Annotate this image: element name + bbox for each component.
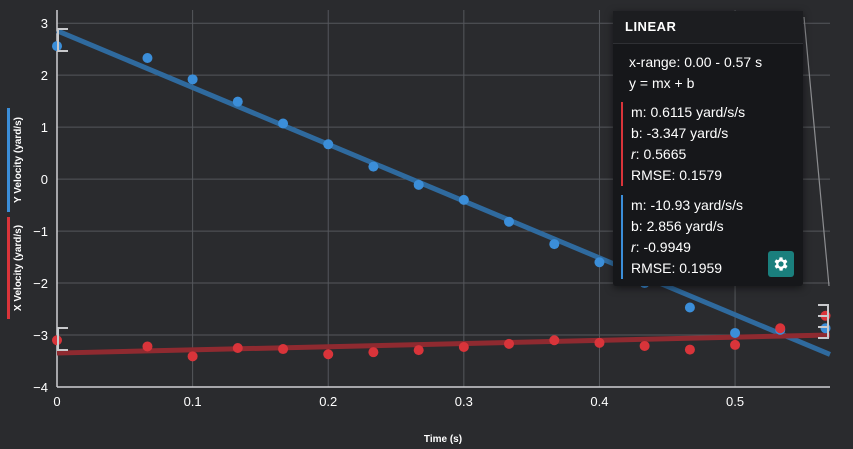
y-tick-label: 3 (41, 16, 48, 31)
data-point (820, 323, 831, 334)
x-tick-label: 0.3 (455, 394, 473, 409)
data-point (730, 327, 741, 338)
fit-equation: y = mx + b (629, 75, 695, 91)
y-tick-label: 2 (41, 68, 48, 83)
fit-block-x-velocity: m: 0.6115 yard/s/s b: -3.347 yard/s r: 0… (621, 102, 745, 186)
fit-slope: m: -10.93 yard/s/s (631, 197, 744, 213)
y-tick-label: −4 (33, 380, 48, 395)
tick-labels: 0 0.1 0.2 0.3 0.4 0.5 3 2 1 0 −1 −2 −3 −4 (33, 16, 744, 409)
data-point (549, 239, 560, 250)
fit-x-range: x-range: 0.00 - 0.57 s (629, 54, 763, 70)
data-point (368, 161, 379, 172)
y-tick-label: −1 (33, 224, 48, 239)
y-axis-title-y-velocity: Y Velocity (yard/s) (13, 117, 24, 203)
data-point (594, 257, 605, 268)
data-point (504, 216, 515, 227)
data-point (232, 96, 243, 107)
r-symbol: r (631, 239, 636, 255)
range-handle-left-top[interactable] (57, 28, 68, 52)
range-handle-right-bottom[interactable] (818, 315, 829, 339)
gear-icon (774, 257, 788, 271)
r-value: : -0.9949 (635, 239, 691, 255)
fit-line (56, 332, 831, 356)
fit-rmse: RMSE: 0.1579 (631, 167, 723, 183)
linear-fit-panel: LINEAR x-range: 0.00 - 0.57 s y = mx + b… (613, 11, 803, 286)
x-tick-label: 0.2 (319, 394, 337, 409)
y-velocity-legend-swatch (7, 108, 10, 212)
data-point (323, 139, 334, 150)
x-velocity-legend-swatch (7, 217, 10, 319)
data-point (413, 345, 424, 356)
data-point (278, 118, 289, 129)
data-point (413, 179, 424, 190)
fit-line (56, 28, 831, 357)
settings-button[interactable] (768, 251, 794, 277)
data-point (775, 323, 786, 334)
x-tick-label: 0.4 (590, 394, 608, 409)
data-point (142, 53, 153, 64)
data-point (504, 338, 515, 349)
r-value: : 0.5665 (635, 146, 687, 162)
data-point (187, 74, 198, 85)
y-tick-label: −3 (33, 328, 48, 343)
fit-intercept: b: -3.347 yard/s (631, 125, 729, 141)
y-axis-title-x-velocity: X Velocity (yard/s) (13, 225, 24, 311)
y-tick-label: −2 (33, 276, 48, 291)
range-handle-left-bottom[interactable] (57, 327, 68, 351)
data-point (187, 351, 198, 362)
r-symbol: r (631, 146, 636, 162)
fit-correlation: r: -0.9949 (631, 237, 743, 258)
data-point (232, 343, 243, 354)
y-tick-label: 1 (41, 120, 48, 135)
data-point (458, 341, 469, 352)
data-point (323, 349, 334, 360)
data-point (368, 347, 379, 358)
fit-intercept: b: 2.856 yard/s (631, 218, 724, 234)
data-point (458, 194, 469, 205)
fit-lines (56, 28, 831, 357)
y-tick-label: 0 (41, 172, 48, 187)
x-axis-title: Time (s) (424, 434, 462, 445)
fit-correlation: r: 0.5665 (631, 144, 745, 165)
panel-title: LINEAR (613, 11, 803, 44)
range-handles[interactable] (57, 16, 830, 351)
data-point (639, 340, 650, 351)
x-tick-label: 0.1 (184, 394, 202, 409)
x-tick-label: 0 (53, 394, 60, 409)
data-point (594, 337, 605, 348)
axes (56, 10, 830, 388)
data-point (730, 339, 741, 350)
data-point (142, 341, 153, 352)
data-point (684, 344, 695, 355)
fit-slope: m: 0.6115 yard/s/s (631, 104, 746, 120)
panel-connector-line (803, 16, 830, 287)
data-point (278, 344, 289, 355)
data-point (684, 302, 695, 313)
fit-block-y-velocity: m: -10.93 yard/s/s b: 2.856 yard/s r: -0… (621, 195, 743, 279)
data-point (549, 335, 560, 346)
x-tick-label: 0.5 (726, 394, 744, 409)
fit-rmse: RMSE: 0.1959 (631, 260, 723, 276)
